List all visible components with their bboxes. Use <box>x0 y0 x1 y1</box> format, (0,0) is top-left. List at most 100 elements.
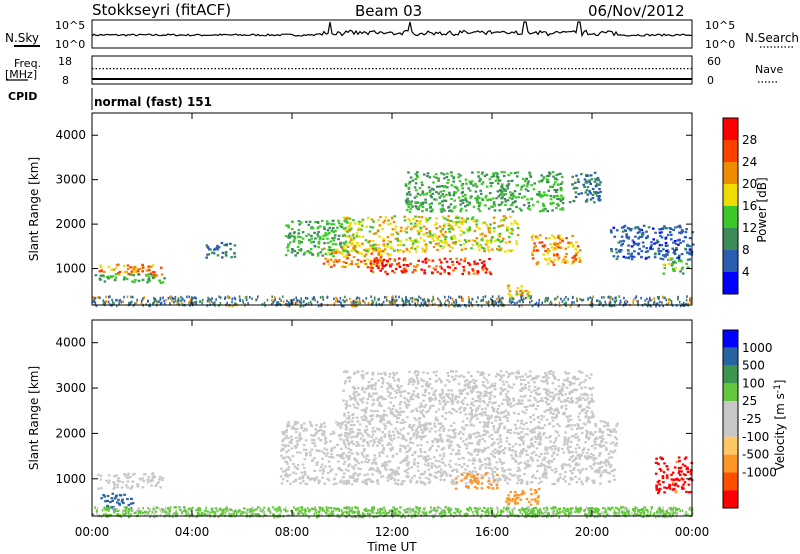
heatmap-cell <box>330 468 334 471</box>
heatmap-cell <box>311 297 314 300</box>
heatmap-cell <box>371 414 375 417</box>
heatmap-cell <box>548 237 551 240</box>
heatmap-cell <box>354 299 356 303</box>
heatmap-cell <box>114 273 118 276</box>
heatmap-cell <box>475 300 478 304</box>
heatmap-cell <box>571 454 575 457</box>
heatmap-cell <box>311 227 315 230</box>
nsearch-label: N.Search <box>745 31 799 45</box>
heatmap-cell <box>396 471 399 474</box>
heatmap-cell <box>533 389 536 392</box>
heatmap-cell <box>514 460 518 463</box>
heatmap-cell <box>504 189 507 192</box>
heatmap-cell <box>310 237 314 240</box>
heatmap-cell <box>489 184 493 188</box>
heatmap-cell <box>609 430 612 433</box>
heatmap-cell <box>360 416 363 419</box>
heatmap-cell <box>305 302 308 306</box>
heatmap-cell <box>380 395 384 398</box>
heatmap-cell <box>543 410 547 413</box>
heatmap-cell <box>342 304 344 308</box>
heatmap-cell <box>526 292 529 296</box>
heatmap-cell <box>362 455 366 458</box>
heatmap-cell <box>637 242 641 245</box>
heatmap-cell <box>461 420 465 423</box>
heatmap-cell <box>468 226 471 229</box>
heatmap-cell <box>686 266 690 269</box>
heatmap-cell <box>300 298 303 301</box>
heatmap-cell <box>373 257 377 260</box>
heatmap-cell <box>338 251 341 254</box>
heatmap-cell <box>360 452 364 455</box>
heatmap-cell <box>486 199 489 202</box>
heatmap-cell <box>413 247 417 250</box>
heatmap-cell <box>522 448 525 451</box>
heatmap-cell <box>665 298 668 302</box>
heatmap-cell <box>115 264 119 267</box>
heatmap-cell <box>343 234 346 237</box>
heatmap-cell <box>287 243 290 246</box>
heatmap-cell <box>496 172 499 175</box>
heatmap-cell <box>343 443 347 446</box>
heatmap-cell <box>554 445 557 448</box>
heatmap-cell <box>358 235 361 238</box>
heatmap-cell <box>395 392 399 395</box>
heatmap-cell <box>530 295 533 298</box>
heatmap-cell <box>379 258 382 261</box>
heatmap-cell <box>352 236 356 239</box>
heatmap-cell <box>545 380 549 383</box>
heatmap-cell <box>205 256 208 259</box>
heatmap-cell <box>385 299 388 302</box>
heatmap-cell <box>568 451 571 454</box>
heatmap-cell <box>313 442 316 445</box>
heatmap-cell <box>553 254 556 257</box>
heatmap-cell <box>447 178 450 182</box>
heatmap-cell <box>161 281 165 284</box>
heatmap-cell <box>295 445 298 448</box>
heatmap-cell <box>513 220 517 223</box>
heatmap-cell <box>333 446 336 449</box>
heatmap-cell <box>413 450 417 453</box>
heatmap-cell <box>484 271 488 274</box>
heatmap-cell <box>326 233 329 236</box>
heatmap-cell <box>450 436 454 439</box>
heatmap-cell <box>169 302 171 305</box>
heatmap-cell <box>497 195 501 198</box>
heatmap-cell <box>467 229 470 232</box>
heatmap-cell <box>121 498 124 501</box>
heatmap-cell <box>590 178 594 181</box>
heatmap-cell <box>649 296 651 300</box>
heatmap-cell <box>475 185 478 188</box>
heatmap-cell <box>682 240 685 243</box>
colorbar-segment <box>723 140 738 162</box>
heatmap-cell <box>305 452 308 455</box>
heatmap-cell <box>564 247 568 250</box>
heatmap-cell <box>678 224 682 227</box>
heatmap-cell <box>578 398 581 401</box>
heatmap-cell <box>480 233 484 236</box>
heatmap-cell <box>352 255 356 259</box>
heatmap-cell <box>376 259 380 262</box>
heatmap-cell <box>561 394 564 397</box>
heatmap-cell <box>102 299 105 302</box>
heatmap-cell <box>493 395 496 398</box>
heatmap-cell <box>215 247 219 250</box>
heatmap-cell <box>361 444 365 447</box>
heatmap-cell <box>544 258 547 261</box>
heatmap-cell <box>612 255 616 258</box>
heatmap-cell <box>231 304 234 308</box>
heatmap-cell <box>361 480 364 483</box>
heatmap-cell <box>476 245 480 248</box>
heatmap-cell <box>574 475 577 478</box>
heatmap-cell <box>550 246 554 249</box>
heatmap-cell <box>373 298 376 301</box>
heatmap-cell <box>349 237 353 240</box>
heatmap-cell <box>535 375 539 378</box>
heatmap-cell <box>177 297 180 301</box>
heatmap-cell <box>504 475 508 478</box>
heatmap-cell <box>448 194 452 197</box>
heatmap-cell <box>402 459 406 462</box>
heatmap-cell <box>442 396 446 399</box>
heatmap-cell <box>556 258 560 261</box>
heatmap-cell <box>433 232 436 236</box>
